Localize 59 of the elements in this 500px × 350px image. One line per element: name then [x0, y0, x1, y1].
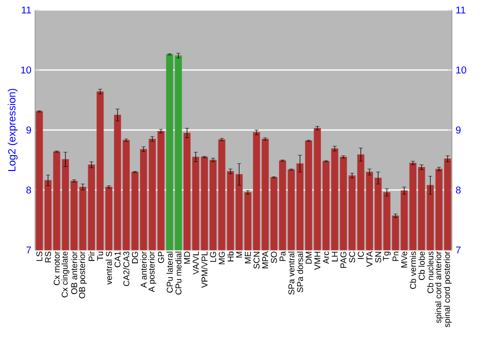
- x-tick-label: SPa ventral: [288, 252, 294, 295]
- x-tick-label: MG: [218, 252, 225, 264]
- x-tick-label: Tg: [383, 252, 391, 261]
- x-tick-label: spinal cord anterior: [435, 251, 443, 323]
- y-tick-label: 9: [26, 126, 32, 134]
- x-tick-label: Pn: [392, 252, 398, 261]
- x-tick-label: SC: [349, 252, 356, 263]
- x-tick-label: GP: [158, 252, 164, 264]
- x-tick-label: Cb lobe: [418, 252, 425, 280]
- x-tick-label: LG: [210, 252, 216, 262]
- x-tick-label: DM: [306, 252, 312, 264]
- x-tick-label: VPM/VPL: [201, 251, 208, 288]
- x-tick-label: CPu lateral: [166, 252, 173, 293]
- y-tick-label: 10: [21, 66, 32, 74]
- x-tick-label: ME: [244, 252, 251, 264]
- y2-tick-label: 8: [456, 186, 461, 194]
- x-tick-label: Cx motor: [54, 251, 60, 286]
- x-tick-label: VTA: [366, 251, 372, 268]
- x-tick-label: ventral S: [106, 252, 112, 285]
- x-tick-label: Pir: [88, 251, 95, 261]
- y-tick-label: 8: [26, 186, 32, 194]
- y-tick-label: 7: [26, 246, 31, 254]
- x-tick-label: Cb vermis: [410, 252, 416, 289]
- x-tick-label: VMH: [314, 252, 320, 270]
- x-tick-label: SO: [270, 252, 277, 264]
- x-tick-label: MVe: [401, 252, 408, 268]
- x-tick-label: OB posterior: [78, 251, 87, 298]
- y2-tick-label: 9: [456, 126, 461, 134]
- x-tick-label: PAG: [340, 252, 346, 268]
- x-tick-label: CPu medial: [175, 252, 182, 295]
- y2-tick-label: 7: [456, 246, 461, 254]
- x-tick-label: Arc: [323, 251, 329, 264]
- x-tick-label: SN: [375, 252, 382, 263]
- x-tick-label: M: [236, 252, 242, 258]
- x-tick-label: Cb nucleus: [427, 252, 434, 294]
- x-tick-label: Hb: [227, 252, 234, 262]
- x-tick-label: SPa dorsal: [296, 252, 304, 292]
- x-tick-label: MD: [184, 252, 190, 264]
- x-tick-label: OB anterior: [70, 251, 78, 294]
- x-tick-label: Tu: [97, 252, 104, 261]
- x-tick-label: SCN: [254, 252, 260, 269]
- x-tick-label: MPA: [262, 251, 268, 268]
- x-tick-label: Pa: [280, 251, 286, 261]
- x-tick-label: Cx cingulate: [61, 252, 70, 298]
- x-tick-label: A posterior: [148, 251, 156, 292]
- x-tick-label: CA1: [114, 252, 121, 268]
- x-tick-label: RS: [45, 252, 52, 262]
- x-tick-label: LS: [36, 252, 42, 261]
- x-tick-label: LH: [332, 252, 338, 262]
- x-tick-label: spinal cord posterior: [444, 251, 452, 328]
- y2-tick-label: 11: [456, 6, 466, 14]
- x-tick-label: VA/VL: [192, 251, 199, 275]
- x-tick-label: CA2/CA3: [123, 252, 130, 286]
- y-axis-title: Log2 (expression): [8, 88, 18, 172]
- x-tick-label: IC: [358, 252, 364, 259]
- x-tick-label: A anterior: [140, 251, 147, 288]
- x-tick-label: DG: [132, 252, 138, 264]
- y-tick-label: 11: [22, 6, 31, 14]
- y2-tick-label: 10: [456, 66, 466, 74]
